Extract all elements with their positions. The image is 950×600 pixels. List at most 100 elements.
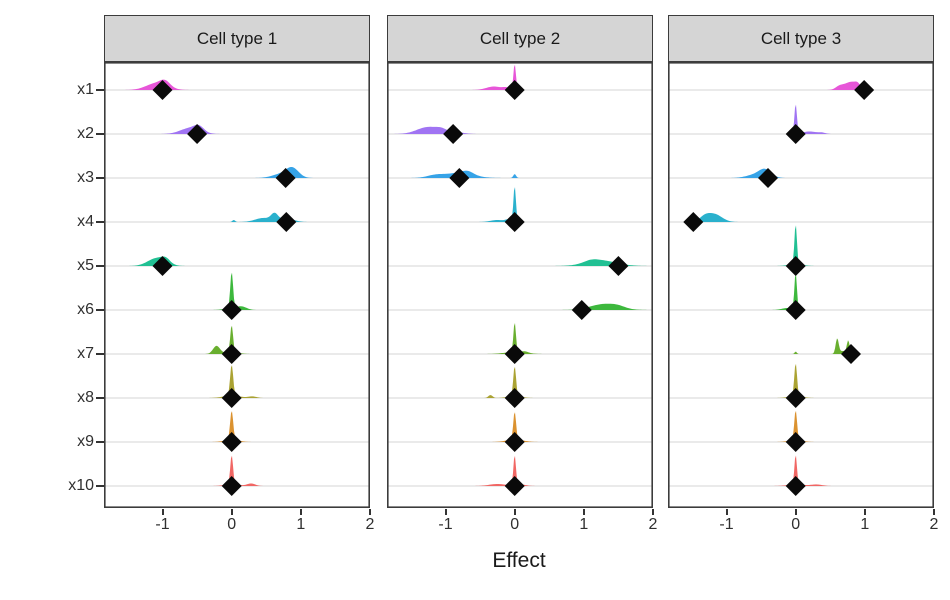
density-x2 [104,124,370,134]
y-axis-label-x7: x7 [77,345,94,362]
x-axis-tick-2-3 [933,509,935,515]
point-estimate-x3 [758,168,779,188]
point-estimate-x10 [504,476,525,496]
y-axis-tick-x6 [96,309,104,311]
ridgeline-plot-svg-2 [387,62,653,508]
point-estimate-x6 [785,300,806,320]
x-axis-tick-2-1 [794,509,797,515]
density-x8 [668,363,934,398]
x-axis-label-1-1: 0 [510,516,520,533]
y-axis-tick-x7 [96,353,104,355]
facet-strip-2: Cell type 2 [387,15,653,62]
density-x1 [668,81,934,90]
x-axis-label-1-3: 2 [648,516,658,533]
point-estimate-x4 [504,212,525,232]
point-estimate-x3 [275,168,296,188]
point-estimate-x3 [449,168,470,188]
density-x5 [387,259,653,266]
facet-panel-1 [104,62,370,508]
point-estimate-x5 [785,256,806,276]
density-x4 [104,212,370,222]
point-estimate-x1 [504,80,525,100]
facet-strip-3: Cell type 3 [668,15,934,62]
y-axis-tick-x3 [96,177,104,179]
x-axis-tick-2-2 [863,509,866,515]
point-estimate-x7 [221,344,242,364]
point-estimate-x8 [785,388,806,408]
x-axis-label-2-2: 1 [860,516,870,533]
x-axis-label-2-0: -1 [719,516,734,533]
facet-strip-label-1: Cell type 1 [196,28,278,48]
point-estimate-x7 [504,344,525,364]
point-estimate-x2 [187,124,208,144]
facet-cell-type-2: Cell type 2 [387,15,653,508]
point-estimate-x1 [152,80,173,100]
x-axis-label-2-3: 2 [929,516,939,533]
panel-border [387,62,653,508]
density-x9 [668,410,934,442]
x-axis-label-0-0: -1 [155,516,170,533]
y-axis-label-x4: x4 [77,213,94,230]
point-estimate-x10 [785,476,806,496]
point-estimate-x2 [443,124,464,144]
facet-cell-type-1: Cell type 1 [104,15,370,508]
y-axis-label-x2: x2 [77,125,94,142]
point-estimate-x8 [504,388,525,408]
x-axis-tick-1-0 [444,509,447,515]
point-estimate-x10 [221,476,242,496]
y-axis-label-x1: x1 [77,81,94,98]
density-x4 [387,187,653,222]
x-axis-tick-0-1 [230,509,233,515]
facet-panel-3 [668,62,934,508]
density-x6 [104,272,370,310]
point-estimate-x5 [608,256,629,276]
density-x6 [387,303,653,310]
y-axis-tick-x4 [96,221,104,223]
y-axis-tick-x5 [96,265,104,267]
y-axis-tick-x8 [96,397,104,399]
point-estimate-x4 [276,212,297,232]
facet-strip-label-2: Cell type 2 [479,28,561,48]
facet-strip-label-3: Cell type 3 [760,28,842,48]
y-axis-tick-x9 [96,441,104,443]
point-estimate-x2 [785,124,806,144]
y-axis-tick-x1 [96,89,104,91]
x-axis-label-0-2: 1 [296,516,306,533]
x-axis-tick-0-0 [161,509,164,515]
y-axis-label-x5: x5 [77,257,94,274]
facet-panel-2 [387,62,653,508]
panel-border [104,62,370,508]
y-axis-label-x6: x6 [77,301,94,318]
x-axis-label-0-1: 0 [227,516,237,533]
ridgeline-plot-svg-3 [668,62,934,508]
facet-strip-1: Cell type 1 [104,15,370,62]
x-axis-label-1-0: -1 [438,516,453,533]
x-axis-tick-1-3 [652,509,654,515]
y-axis-label-x10: x10 [68,477,94,494]
y-axis-label-x8: x8 [77,389,94,406]
facet-cell-type-3: Cell type 3 [668,15,934,508]
x-axis-tick-1-1 [513,509,516,515]
density-x1 [104,79,370,90]
point-estimate-x7 [841,344,862,364]
density-x6 [668,273,934,310]
y-axis-tick-x2 [96,133,104,135]
point-estimate-x6 [221,300,242,320]
point-estimate-x6 [571,300,592,320]
point-estimate-x9 [785,432,806,452]
point-estimate-x5 [152,256,173,276]
panel-border [668,62,934,508]
x-axis-tick-0-3 [369,509,371,515]
y-axis-tick-x10 [96,485,104,487]
density-x3 [387,170,653,178]
density-x8 [387,366,653,398]
point-estimate-x1 [854,80,875,100]
y-axis-label-x3: x3 [77,169,94,186]
x-axis-label-2-1: 0 [791,516,801,533]
x-axis-label-0-3: 2 [365,516,375,533]
point-estimate-x9 [221,432,242,452]
point-estimate-x9 [504,432,525,452]
y-axis-label-x9: x9 [77,433,94,450]
density-x5 [668,225,934,266]
